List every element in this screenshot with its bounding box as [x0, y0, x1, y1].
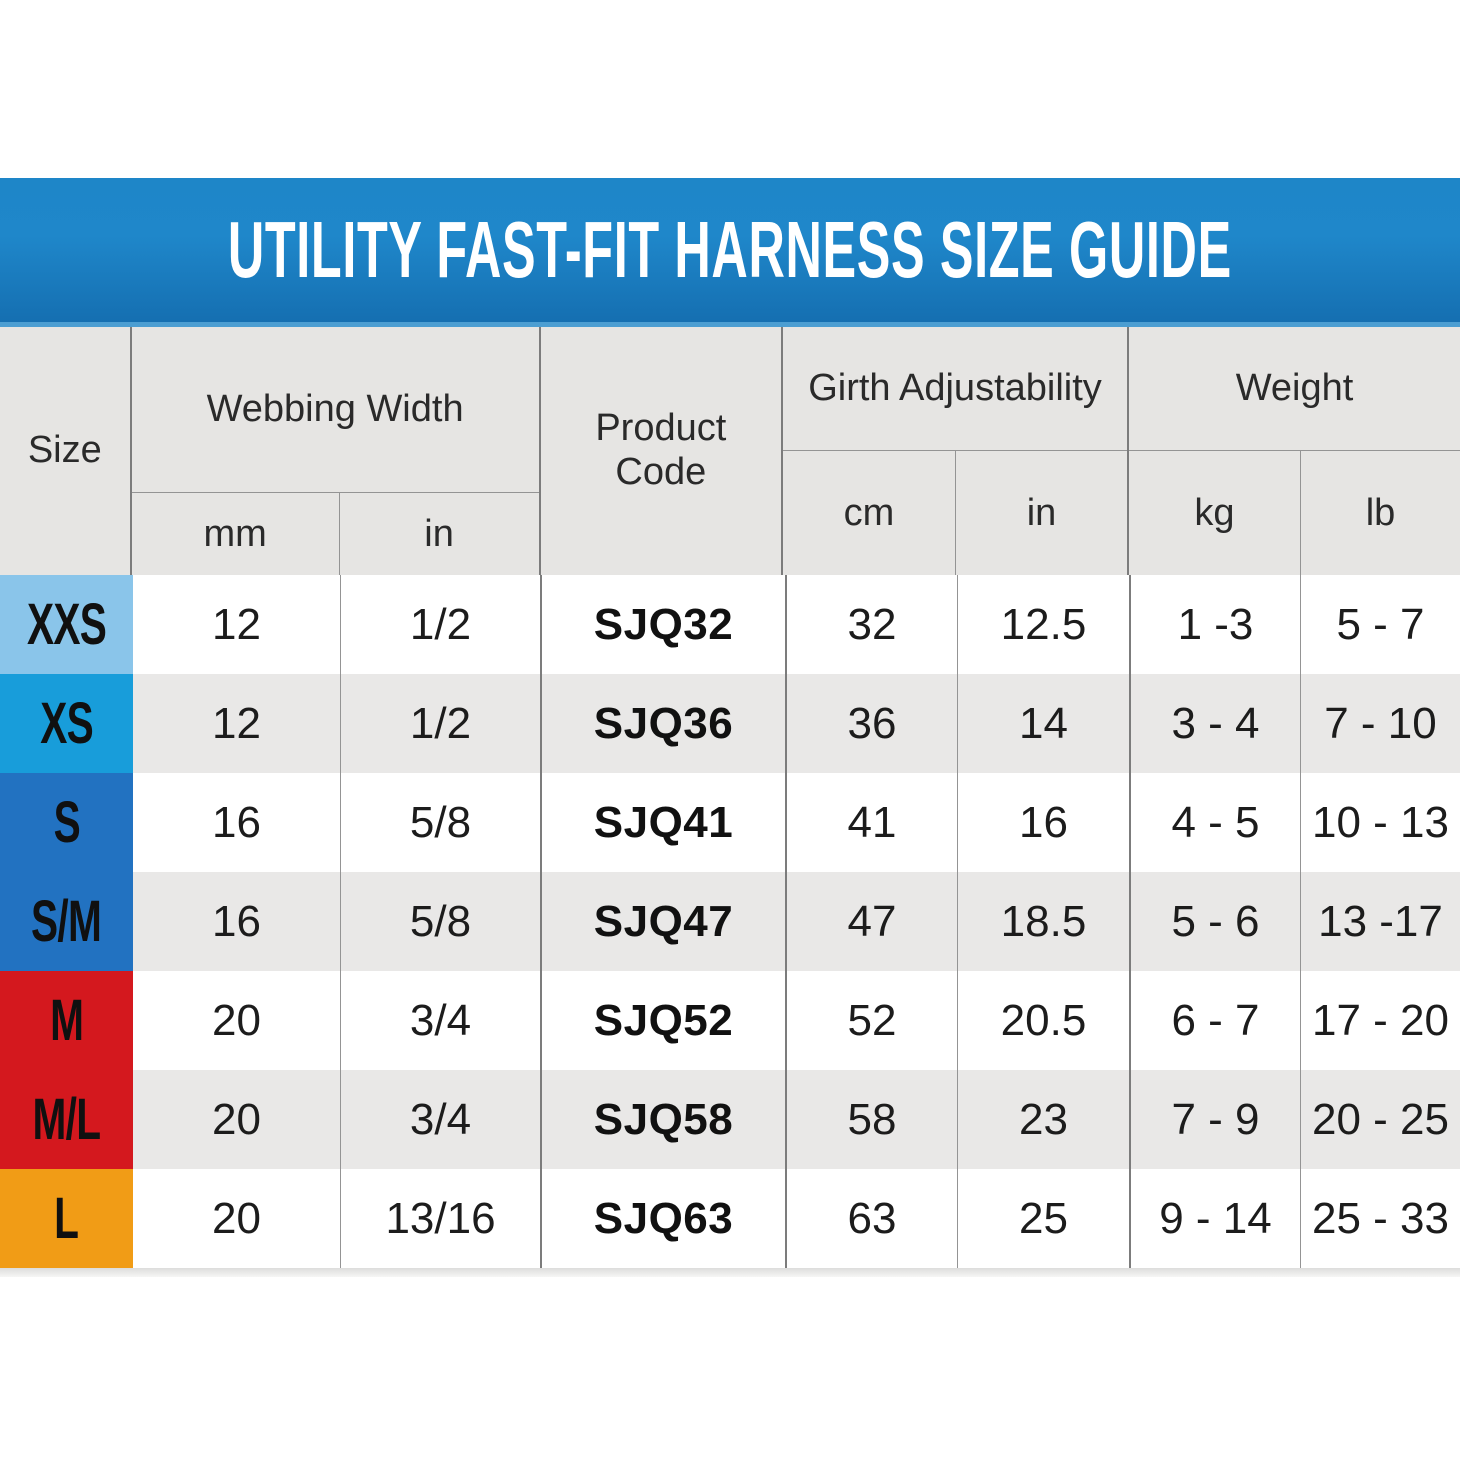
data-cell-girth-in: 20.5	[957, 971, 1129, 1070]
header-size: Size	[0, 327, 132, 575]
data-cell-girth-in: 18.5	[957, 872, 1129, 971]
header-unit-lb: lb	[1300, 451, 1460, 575]
data-cell-kg: 9 - 14	[1129, 1169, 1300, 1268]
header-girth-label: Girth Adjustability	[783, 327, 1127, 451]
table-row-s: S 16 5/8 SJQ41 41 16 4 - 5 10 - 13	[0, 773, 1460, 872]
data-cell-lb: 10 - 13	[1300, 773, 1460, 872]
table-header: Size Webbing Width mm in Product Code Gi…	[0, 327, 1460, 575]
data-cell-in: 13/16	[340, 1169, 540, 1268]
data-cell-code: SJQ41	[540, 773, 785, 872]
size-label: L	[54, 1186, 79, 1251]
size-cell: S	[0, 773, 133, 872]
data-cell-in: 3/4	[340, 971, 540, 1070]
data-cell-cm: 63	[785, 1169, 957, 1268]
table-row-ml: M/L 20 3/4 SJQ58 58 23 7 - 9 20 - 25	[0, 1070, 1460, 1169]
data-cell-kg: 6 - 7	[1129, 971, 1300, 1070]
header-webbing-units: mm in	[132, 493, 539, 575]
data-cell-kg: 7 - 9	[1129, 1070, 1300, 1169]
data-cell-cm: 47	[785, 872, 957, 971]
size-cell: M	[0, 971, 133, 1070]
data-cell-in: 5/8	[340, 773, 540, 872]
data-cell-cm: 52	[785, 971, 957, 1070]
size-label: S	[53, 790, 80, 855]
header-girth-units: cm in	[783, 451, 1127, 575]
data-cell-in: 3/4	[340, 1070, 540, 1169]
table-row-l: L 20 13/16 SJQ63 63 25 9 - 14 25 - 33	[0, 1169, 1460, 1268]
data-cell-girth-in: 14	[957, 674, 1129, 773]
data-cell-mm: 20	[212, 1193, 261, 1243]
header-weight-label: Weight	[1129, 327, 1460, 451]
data-cell-kg: 4 - 5	[1129, 773, 1300, 872]
header-webbing-width-label: Webbing Width	[131, 327, 539, 493]
data-cell-mm: 20	[212, 995, 261, 1045]
data-cell-lb: 20 - 25	[1300, 1070, 1460, 1169]
header-size-label: Size	[27, 429, 102, 472]
data-cell-girth-in: 12.5	[957, 575, 1129, 674]
table-row-m: M 20 3/4 SJQ52 52 20.5 6 - 7 17 - 20	[0, 971, 1460, 1070]
data-cell-lb: 17 - 20	[1300, 971, 1460, 1070]
size-cell: L	[0, 1169, 133, 1268]
data-cell-cm: 58	[785, 1070, 957, 1169]
header-unit-girth-in: in	[955, 451, 1127, 575]
data-cell-mm: 20	[212, 1094, 261, 1144]
title-banner: UTILITY FAST-FIT HARNESS SIZE GUIDE	[0, 178, 1460, 327]
data-cell-in: 1/2	[340, 674, 540, 773]
data-cell-kg: 1 -3	[1129, 575, 1300, 674]
size-cell: M/L	[0, 1070, 133, 1169]
header-unit-mm: mm	[203, 512, 267, 555]
size-label: M	[49, 988, 84, 1053]
size-label: XS	[40, 691, 93, 756]
data-cell-girth-in: 23	[957, 1070, 1129, 1169]
data-cell-kg: 5 - 6	[1129, 872, 1300, 971]
data-cell-code: SJQ63	[540, 1169, 785, 1268]
data-cell-mm: 16	[212, 797, 261, 847]
data-cell-code: SJQ47	[540, 872, 785, 971]
data-cell-in: 1/2	[340, 575, 540, 674]
table-row-xs: XS 12 1/2 SJQ36 36 14 3 - 4 7 - 10	[0, 674, 1460, 773]
data-cell-code: SJQ32	[540, 575, 785, 674]
size-cell: XXS	[0, 575, 133, 674]
data-cell-mm: 12	[212, 698, 261, 748]
data-cell-mm: 16	[212, 896, 261, 946]
size-guide-table: Size Webbing Width mm in Product Code Gi…	[0, 327, 1460, 1277]
table-row-xxs: XXS 12 1/2 SJQ32 32 12.5 1 -3 5 - 7	[0, 575, 1460, 674]
data-cell-cm: 41	[785, 773, 957, 872]
size-label: M/L	[32, 1087, 102, 1152]
table-bottom-edge	[0, 1268, 1460, 1277]
header-unit-kg: kg	[1194, 491, 1235, 534]
data-cell-cm: 36	[785, 674, 957, 773]
header-group-girth: Girth Adjustability cm in	[781, 327, 1127, 575]
data-cell-mm: 12	[212, 599, 261, 649]
data-cell-code: SJQ36	[540, 674, 785, 773]
table-row-sm: S/M 16 5/8 SJQ47 47 18.5 5 - 6 13 -17	[0, 872, 1460, 971]
data-cell-code: SJQ58	[540, 1070, 785, 1169]
data-cell-lb: 25 - 33	[1300, 1169, 1460, 1268]
data-cell-kg: 3 - 4	[1129, 674, 1300, 773]
data-cell-cm: 32	[785, 575, 957, 674]
data-cell-lb: 7 - 10	[1300, 674, 1460, 773]
header-unit-webbing-in: in	[338, 493, 539, 575]
data-cell-in: 5/8	[340, 872, 540, 971]
data-cell-girth-in: 25	[957, 1169, 1129, 1268]
header-product-code-label: Product Code	[595, 407, 727, 493]
header-weight-units: kg lb	[1129, 451, 1460, 575]
header-group-webbing-width: Webbing Width mm in	[131, 327, 539, 575]
size-label: XXS	[26, 592, 107, 657]
data-cell-girth-in: 16	[957, 773, 1129, 872]
header-product-code: Product Code	[538, 327, 781, 575]
size-cell: XS	[0, 674, 133, 773]
data-cell-lb: 13 -17	[1300, 872, 1460, 971]
size-label: S/M	[31, 889, 102, 954]
data-cell-lb: 5 - 7	[1300, 575, 1460, 674]
page-title: UTILITY FAST-FIT HARNESS SIZE GUIDE	[228, 205, 1233, 294]
header-unit-cm: cm	[843, 491, 895, 534]
table-body: XXS 12 1/2 SJQ32 32 12.5 1 -3 5 - 7 XS 1…	[0, 575, 1460, 1268]
header-group-weight: Weight kg lb	[1127, 327, 1460, 575]
data-cell-code: SJQ52	[540, 971, 785, 1070]
size-cell: S/M	[0, 872, 133, 971]
